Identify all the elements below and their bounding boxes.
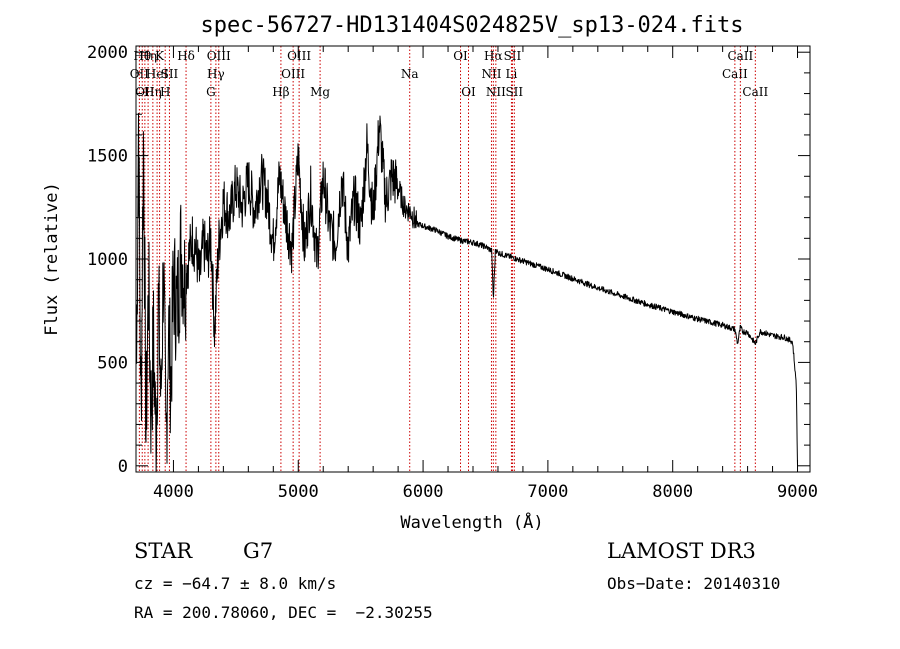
line-marker-label-20: NII xyxy=(481,67,501,81)
line-marker-label-15: OIII xyxy=(287,49,311,63)
plot-frame xyxy=(135,45,811,473)
line-marker-label-23: Li xyxy=(506,67,518,81)
line-marker-label-13: Hβ xyxy=(272,85,289,99)
line-marker-label-11: Hγ xyxy=(207,67,225,81)
line-marker-label-9: Hδ xyxy=(177,49,195,63)
obs-date: Obs−Date: 20140310 xyxy=(607,574,781,593)
x-tick-label-8000: 8000 xyxy=(652,482,693,502)
y-tick-label-500: 500 xyxy=(97,353,128,373)
line-marker-label-14: OIII xyxy=(281,67,305,81)
line-marker-label-21: Hα xyxy=(484,49,503,63)
x-tick-label-6000: 6000 xyxy=(403,482,444,502)
redshift-cz: cz = −64.7 ± 8.0 km/s xyxy=(134,574,337,593)
line-marker-label-12: OIII xyxy=(207,49,231,63)
subclass: G7 xyxy=(243,539,274,563)
line-marker-label-28: CaII xyxy=(742,85,768,99)
x-tick-label-9000: 9000 xyxy=(777,482,818,502)
line-marker-label-18: OI xyxy=(453,49,468,63)
x-tick-label-7000: 7000 xyxy=(527,482,568,502)
y-tick-label-1000: 1000 xyxy=(87,250,128,270)
object-class: STAR xyxy=(134,539,193,563)
y-axis-label: Flux (relative) xyxy=(42,182,62,336)
line-marker-label-17: Na xyxy=(401,67,419,81)
line-marker-label-22: NII xyxy=(486,85,506,99)
line-marker-label-8: SII xyxy=(161,67,179,81)
y-axis: 0 500 1000 1500 2000 xyxy=(87,43,810,477)
line-marker-label-25: SII xyxy=(505,85,523,99)
line-marker-label-26: CaII xyxy=(722,67,748,81)
line-marker-label-6: K xyxy=(155,49,165,63)
line-marker-label-7: H xyxy=(160,85,170,99)
spectrum-series xyxy=(136,112,798,473)
line-markers: OIIHθOIIHηHηHeIKHSIIHδGHγOIIIHβOIIIOIIIM… xyxy=(130,46,768,472)
y-tick-label-0: 0 xyxy=(118,457,128,477)
line-marker-label-5: HeI xyxy=(146,67,169,81)
x-axis-label: Wavelength (Å) xyxy=(400,511,543,533)
y-tick-label-2000: 2000 xyxy=(87,43,128,63)
spectrum-line xyxy=(136,112,798,473)
survey-name: LAMOST DR3 xyxy=(607,539,756,563)
chart-title: spec-56727-HD131404S024825V_sp13-024.fit… xyxy=(200,13,743,38)
line-marker-label-27: CaII xyxy=(727,49,753,63)
y-tick-label-1500: 1500 xyxy=(87,147,128,167)
x-tick-label-5000: 5000 xyxy=(278,482,319,502)
line-marker-label-2: OII xyxy=(135,85,155,99)
line-marker-label-16: Mg xyxy=(310,85,330,99)
x-tick-label-4000: 4000 xyxy=(153,482,194,502)
x-axis: 4000 5000 6000 7000 8000 9000 xyxy=(153,46,818,502)
line-marker-label-10: G xyxy=(206,85,216,99)
coordinates: RA = 200.78060, DEC = −2.30255 xyxy=(134,603,433,622)
line-marker-label-19: OI xyxy=(461,85,476,99)
line-marker-label-24: SII xyxy=(504,49,522,63)
